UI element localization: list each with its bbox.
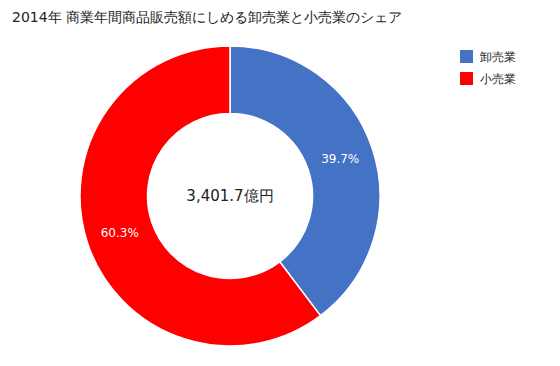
legend-swatch	[460, 50, 473, 63]
center-text: 3,401.7億円	[186, 187, 273, 205]
slice	[80, 46, 320, 346]
legend-label: 小売業	[480, 72, 516, 86]
legend-item: 卸売業	[460, 50, 516, 64]
legend-label: 卸売業	[480, 50, 516, 64]
title: 2014年 商業年間商品販売額にしめる卸売業と小売業のシェア	[12, 9, 402, 25]
chart: 2014年 商業年間商品販売額にしめる卸売業と小売業のシェア 39.7% 60.3%…	[0, 0, 560, 366]
legend: 卸売業小売業	[460, 50, 516, 86]
plot	[80, 46, 380, 346]
data-label: 60.3%	[101, 226, 139, 240]
data-labels: 39.7% 60.3%	[101, 152, 360, 240]
legend-swatch	[460, 72, 473, 85]
data-label: 39.7%	[321, 152, 359, 166]
legend-item: 小売業	[460, 72, 516, 86]
